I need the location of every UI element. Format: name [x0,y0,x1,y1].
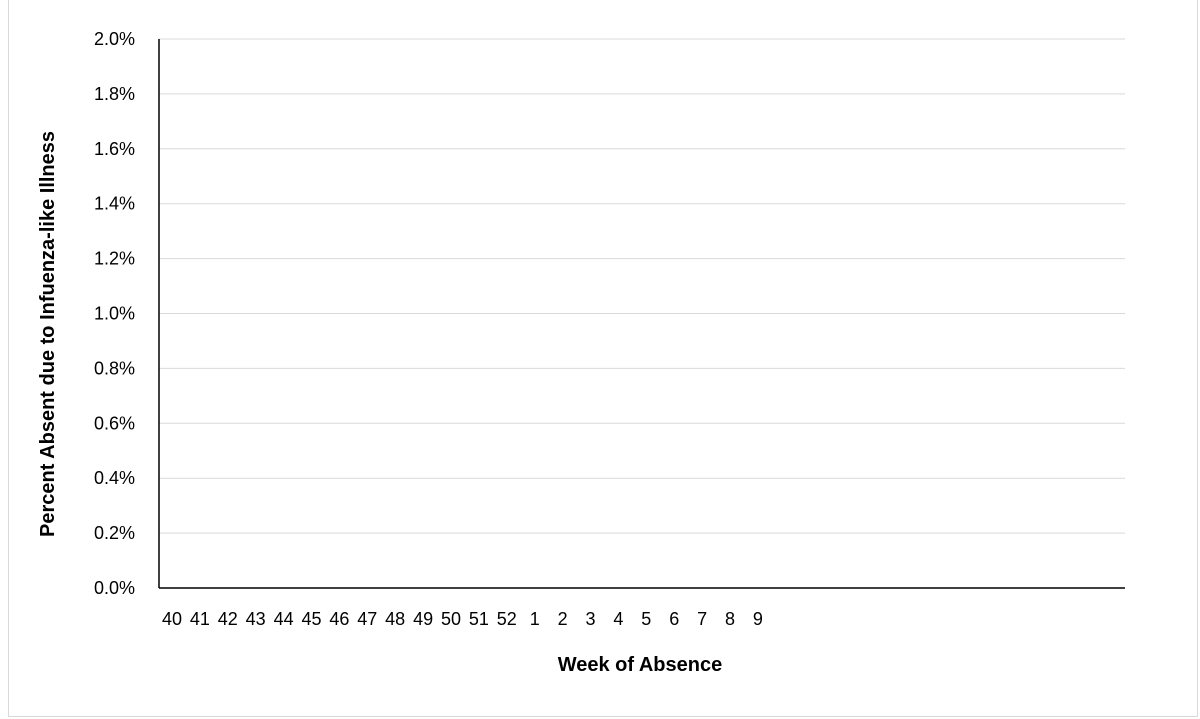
x-tick-label: 50 [441,609,461,629]
x-tick-label: 1 [530,609,540,629]
x-tick-label: 47 [357,609,377,629]
x-tick-label: 51 [469,609,489,629]
x-tick-label: 43 [246,609,266,629]
axes [158,39,1125,589]
y-tick-label: 0.8% [94,358,135,378]
y-tick-label: 2.0% [94,29,135,49]
x-tick-label: 46 [329,609,349,629]
y-axis-title: Percent Absent due to Infuenza-like Illn… [37,131,59,537]
y-tick-labels: 0.0% 0.2% 0.4% 0.6% 0.8% 1.0% 1.2% 1.4% 1.6% 1.8%… [94,29,135,598]
y-tick-label: 0.2% [94,523,135,543]
x-tick-label: 48 [385,609,405,629]
y-tick-label: 1.2% [94,249,135,269]
x-tick-label: 44 [274,609,294,629]
x-tick-label: 7 [697,609,707,629]
x-tick-label: 49 [413,609,433,629]
gridlines [159,38,1125,534]
x-tick-label: 5 [641,609,651,629]
x-tick-label: 42 [218,609,238,629]
y-tick-label: 1.4% [94,194,135,214]
x-tick-label: 4 [613,609,623,629]
y-tick-label: 1.8% [94,84,135,104]
x-tick-label: 9 [753,609,763,629]
y-tick-label: 0.4% [94,468,135,488]
x-tick-label: 40 [162,609,182,629]
x-tick-label: 41 [190,609,210,629]
chart-frame [8,0,1198,717]
y-tick-label: 0.6% [94,413,135,433]
x-tick-labels: 40 41 42 43 44 45 46 47 48 49 50 51 52 1 2 3 4 5 6 7 8 9 [162,609,763,629]
x-tick-label: 8 [725,609,735,629]
x-tick-label: 6 [669,609,679,629]
x-tick-label: 3 [585,609,595,629]
x-tick-label: 52 [497,609,517,629]
y-tick-label: 1.6% [94,139,135,159]
y-tick-label: 1.0% [94,304,135,324]
y-tick-label: 0.0% [94,578,135,598]
x-tick-label: 45 [301,609,321,629]
x-axis-title: Week of Absence [558,654,723,676]
x-tick-label: 2 [558,609,568,629]
